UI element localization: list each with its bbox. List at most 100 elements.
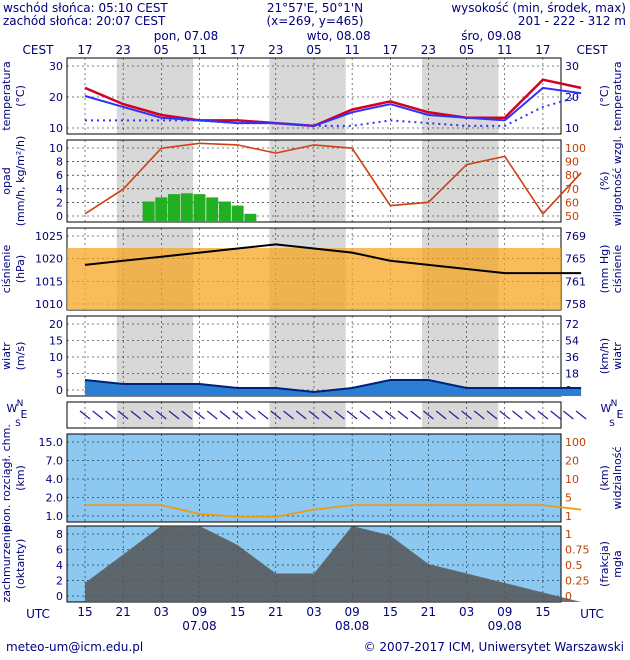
compass-w: W	[7, 402, 18, 415]
wind-arrow	[117, 410, 129, 420]
wind-arrow	[270, 410, 282, 420]
left-tick: 1015	[35, 275, 63, 288]
top-hour-tick: 17	[535, 43, 550, 57]
panel-visibility	[66, 433, 562, 523]
wind-arrow	[219, 410, 231, 420]
wind-arrow	[334, 410, 345, 420]
utc-label-right: UTC	[580, 607, 604, 621]
cest-label-right: CEST	[577, 43, 609, 57]
night-band	[269, 140, 346, 222]
right-tick: 36	[565, 351, 579, 364]
bottom-hour-tick: 09	[192, 605, 207, 619]
left-tick: 1.0	[46, 510, 64, 523]
wind-arrow	[244, 410, 256, 420]
pressure-line	[84, 243, 582, 275]
right-axis-unit: (km)	[598, 465, 611, 491]
left-tick: 6	[56, 544, 63, 557]
visibility-line	[85, 504, 582, 518]
right-axis-label: widzialność	[611, 446, 624, 509]
top-hour-tick: 11	[497, 43, 512, 57]
bottom-day-label: 09.08	[488, 619, 522, 633]
wind-arrow	[130, 410, 142, 420]
left-tick: 10	[49, 351, 63, 364]
bottom-hour-tick: 09	[497, 605, 512, 619]
night-band	[116, 140, 194, 222]
left-tick: 30	[49, 60, 63, 73]
top-hour-tick: 05	[154, 43, 169, 57]
left-axis-unit: (mm/h, kg/m²/h)	[14, 136, 27, 227]
left-tick: 8	[56, 156, 63, 169]
wind-arrow	[575, 410, 587, 420]
left-tick: 15.0	[39, 436, 64, 449]
wind-arrow	[321, 410, 333, 420]
left-axis-label: zachmurzenie	[0, 525, 13, 602]
right-tick: 100	[565, 436, 586, 449]
right-axis-unit: (%)	[598, 171, 611, 190]
compass-n-right: N	[611, 399, 618, 409]
utc-label-left: UTC	[26, 607, 50, 621]
night-band	[269, 402, 346, 428]
left-axis-unit: (oktanty)	[14, 539, 27, 590]
top-hour-tick: 17	[383, 43, 398, 57]
left-tick: 4	[56, 559, 63, 572]
top-hour-tick: 23	[268, 43, 283, 57]
left-tick: 0	[56, 590, 63, 603]
right-tick: 18	[565, 368, 579, 381]
left-tick: 0	[56, 384, 63, 397]
wind-arrow	[423, 410, 434, 420]
right-axis-label: mgła	[611, 550, 624, 578]
right-tick: 20	[565, 91, 579, 104]
right-tick: 72	[565, 318, 579, 331]
right-tick: 758	[565, 298, 586, 311]
wind-area	[85, 380, 582, 396]
left-tick: 20	[49, 318, 63, 331]
height-values: 201 - 222 - 312 m	[517, 14, 626, 28]
bottom-hour-tick: 21	[116, 605, 131, 619]
right-tick: 70	[565, 183, 579, 196]
footer-email[interactable]: meteo-um@icm.edu.pl	[6, 640, 144, 654]
left-tick: 15	[49, 335, 63, 348]
wind-arrow	[410, 410, 422, 420]
right-tick: 10	[565, 122, 579, 135]
footer-copyright: © 2007-2017 ICM, Uniwersytet Warszawski	[363, 640, 624, 654]
right-tick: 0.75	[565, 544, 590, 557]
wind-arrow	[512, 410, 523, 420]
night-band	[422, 140, 499, 222]
wind-arrow	[461, 410, 472, 420]
wind-arrow	[92, 410, 104, 420]
temp-series-line	[84, 86, 582, 127]
top-day-label: pon, 07.08	[154, 29, 219, 43]
precip-bar	[206, 197, 219, 222]
left-tick: 2	[56, 575, 63, 588]
compass-n: N	[17, 399, 24, 409]
left-axis-label: opad	[0, 167, 13, 194]
wind-arrow	[550, 410, 562, 420]
top-hour-tick: 05	[459, 43, 474, 57]
wind-arrow	[359, 410, 371, 420]
precip-bar	[142, 201, 155, 222]
left-axis-label: pion. rozciągł. chm.	[0, 424, 13, 532]
wind-arrow	[372, 410, 383, 420]
right-axis-label: wilgotność wzgl.	[611, 136, 624, 226]
wind-arrow	[283, 410, 294, 420]
top-hour-tick: 23	[116, 43, 131, 57]
wind-arrow	[232, 410, 244, 420]
right-tick: 80	[565, 169, 579, 182]
wind-arrow	[524, 410, 536, 420]
grid-text: (x=269, y=465)	[266, 14, 364, 28]
wind-arrow	[295, 410, 307, 420]
bottom-hour-tick: 15	[383, 605, 398, 619]
wind-arrow	[168, 410, 180, 420]
right-tick: 1	[565, 510, 572, 523]
precip-bar	[168, 194, 181, 222]
compass-e: E	[21, 408, 28, 421]
right-tick: 0.5	[565, 559, 583, 572]
bottom-hour-tick: 15	[535, 605, 550, 619]
left-axis-label: wiatr	[0, 342, 13, 370]
right-tick: 60	[565, 196, 579, 209]
right-tick: 769	[565, 230, 586, 243]
cloud-area	[85, 526, 582, 602]
wind-arrow	[257, 410, 269, 420]
bottom-hour-tick: 21	[268, 605, 283, 619]
